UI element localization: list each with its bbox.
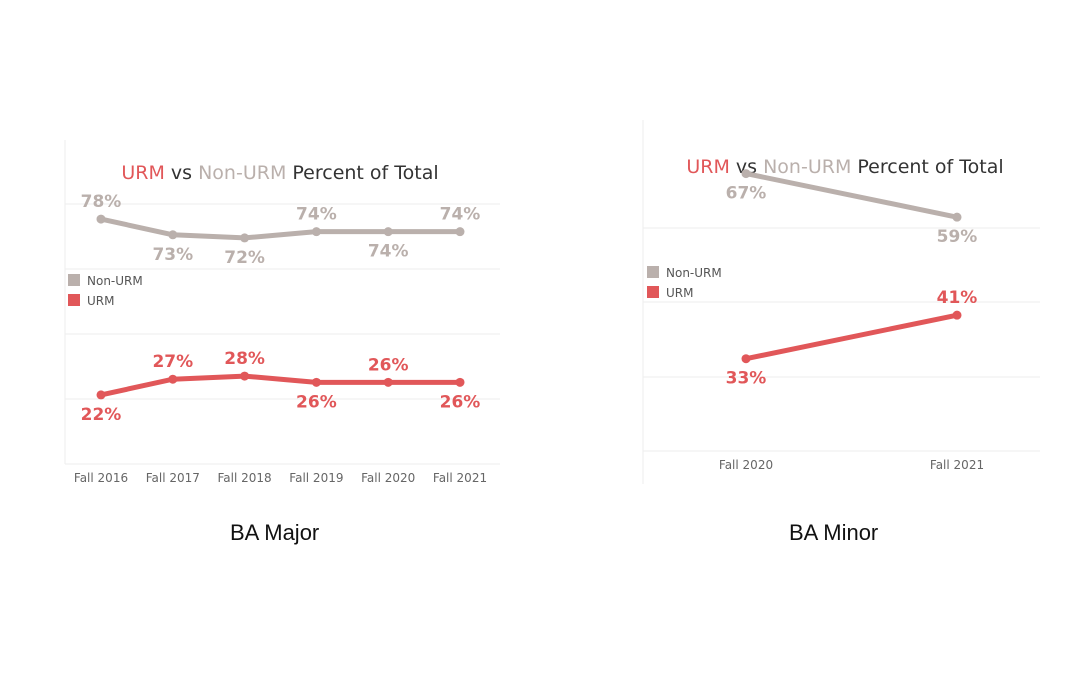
data-label-non-urm: 74% — [368, 242, 409, 262]
data-label-urm: 27% — [152, 352, 193, 372]
x-tick-label-fall-2019: Fall 2019 — [289, 471, 343, 485]
caption-ba-minor: BA Minor — [789, 520, 879, 545]
x-tick-label-fall-2018: Fall 2018 — [218, 471, 272, 485]
data-label-non-urm: 74% — [296, 205, 337, 225]
x-tick-label-fall-2020: Fall 2020 — [719, 458, 773, 472]
title-urm: URM — [121, 162, 165, 184]
legend-swatch-urm — [68, 294, 80, 306]
data-point-urm — [952, 310, 962, 320]
series-line-non-urm — [743, 171, 960, 220]
x-tick-label-fall-2017: Fall 2017 — [146, 471, 200, 485]
data-label-non-urm: 74% — [440, 205, 481, 225]
series-line-non-urm — [98, 216, 463, 241]
data-point-urm — [383, 377, 393, 387]
data-label-non-urm: 78% — [81, 192, 122, 212]
chart-panel-ba-major: URM vs Non-URM Percent of Total Fall 201… — [60, 140, 500, 495]
data-label-urm: 33% — [726, 369, 767, 389]
title-rest: Percent of Total — [286, 162, 439, 184]
data-label-urm: 26% — [296, 392, 337, 412]
legend-label-urm: URM — [666, 286, 693, 300]
data-point-non-urm — [952, 212, 962, 222]
data-point-non-urm — [168, 230, 178, 240]
legend-swatch-non-urm — [647, 266, 659, 278]
legend-label-urm: URM — [87, 294, 114, 308]
title-non-urm: Non-URM — [763, 156, 852, 178]
data-point-urm — [240, 371, 250, 381]
x-tick-label-fall-2021: Fall 2021 — [433, 471, 487, 485]
title-non-urm: Non-URM — [198, 162, 287, 184]
legend-label-non-urm: Non-URM — [87, 274, 143, 288]
caption-ba-major: BA Major — [230, 520, 320, 545]
title-vs: vs — [164, 162, 199, 184]
legend-label-non-urm: Non-URM — [666, 266, 722, 280]
data-point-non-urm — [455, 227, 465, 237]
data-point-urm — [311, 377, 321, 387]
data-point-non-urm — [311, 227, 321, 237]
chart-panel-ba-minor: URM vs Non-URM Percent of Total Fall 202… — [640, 120, 1050, 484]
data-label-non-urm: 67% — [726, 184, 767, 204]
data-point-non-urm — [741, 169, 751, 179]
data-point-urm — [168, 374, 178, 384]
data-point-urm — [96, 390, 106, 400]
title-urm: URM — [686, 156, 730, 178]
data-label-non-urm: 72% — [224, 248, 265, 268]
data-label-urm: 26% — [368, 355, 409, 375]
chart-title: URM vs Non-URM Percent of Total — [60, 162, 500, 184]
x-tick-label-fall-2016: Fall 2016 — [74, 471, 128, 485]
legend-swatch-non-urm — [68, 274, 80, 286]
series-line-urm — [98, 373, 463, 398]
data-label-urm: 22% — [81, 405, 122, 425]
chart-title: URM vs Non-URM Percent of Total — [640, 156, 1050, 178]
data-label-urm: 26% — [440, 392, 481, 412]
data-label-urm: 41% — [937, 288, 978, 308]
data-point-non-urm — [383, 227, 393, 237]
legend-swatch-urm — [647, 286, 659, 298]
title-rest: Percent of Total — [851, 156, 1004, 178]
data-label-urm: 28% — [224, 349, 265, 369]
series-line-urm — [743, 312, 960, 362]
data-label-non-urm: 73% — [152, 245, 193, 265]
data-point-urm — [741, 354, 751, 364]
x-tick-label-fall-2020: Fall 2020 — [361, 471, 415, 485]
data-label-non-urm: 59% — [937, 227, 978, 247]
data-point-non-urm — [240, 233, 250, 243]
line-chart-ba-minor: Fall 2020 Fall 2021 67% 59% 33% 41% Non-URM URM — [642, 120, 1040, 484]
data-point-non-urm — [96, 214, 106, 224]
data-point-urm — [455, 377, 465, 387]
line-chart-ba-major: Fall 2016 Fall 2017 Fall 2018 Fall 2019 Fall… — [64, 140, 500, 485]
x-tick-label-fall-2021: Fall 2021 — [930, 458, 984, 472]
